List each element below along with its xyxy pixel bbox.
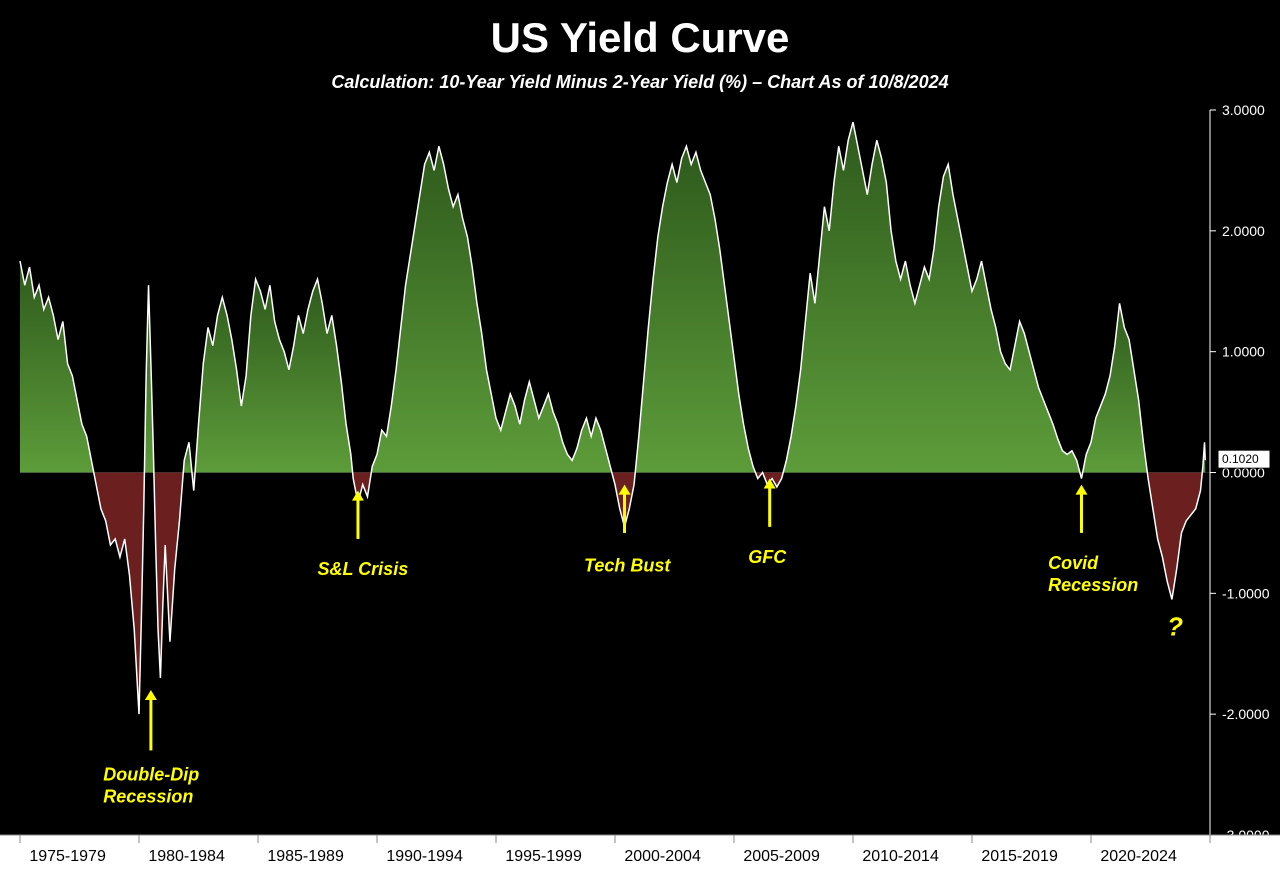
xtick-label: 1985-1989 xyxy=(267,848,344,865)
xtick-label: 2000-2004 xyxy=(624,848,701,865)
ytick-label: 1.0000 xyxy=(1222,344,1265,360)
xtick-label: 1980-1984 xyxy=(148,848,225,865)
current-value-label: 0.1020 xyxy=(1222,452,1259,466)
annotation-label: Recession xyxy=(103,787,193,807)
ytick-label: 3.0000 xyxy=(1222,102,1265,118)
positive-area xyxy=(20,261,94,472)
chart-svg: 3.00002.00001.00000.0000-1.0000-2.0000-3… xyxy=(0,0,1280,874)
xtick-label: 2005-2009 xyxy=(743,848,820,865)
positive-area xyxy=(635,146,755,472)
xtick-label: 1975-1979 xyxy=(29,848,106,865)
xtick-label: 2010-2014 xyxy=(862,848,939,865)
ytick-label: -2.0000 xyxy=(1222,706,1270,722)
annotation-label: Covid xyxy=(1048,553,1099,573)
annotation-label: Double-Dip xyxy=(103,765,199,785)
annotation-arrowhead xyxy=(352,491,364,501)
annotation-label: Recession xyxy=(1048,575,1138,595)
annotation-question: ? xyxy=(1167,612,1183,642)
positive-area xyxy=(371,146,612,472)
annotation-arrowhead xyxy=(145,690,157,700)
annotation-arrowhead xyxy=(1075,485,1087,495)
positive-area xyxy=(783,122,1080,472)
ytick-label: -1.0000 xyxy=(1222,585,1270,601)
ytick-label: 2.0000 xyxy=(1222,223,1265,239)
annotation-label: GFC xyxy=(748,547,787,567)
annotation-label: S&L Crisis xyxy=(318,559,409,579)
xtick-label: 1995-1999 xyxy=(505,848,582,865)
chart-container: US Yield Curve Calculation: 10-Year Yiel… xyxy=(0,0,1280,874)
xtick-label: 2015-2019 xyxy=(981,848,1058,865)
xtick-label: 1990-1994 xyxy=(386,848,463,865)
annotation-label: Tech Bust xyxy=(584,556,671,576)
positive-area xyxy=(1083,303,1148,472)
xtick-label: 2020-2024 xyxy=(1100,848,1177,865)
